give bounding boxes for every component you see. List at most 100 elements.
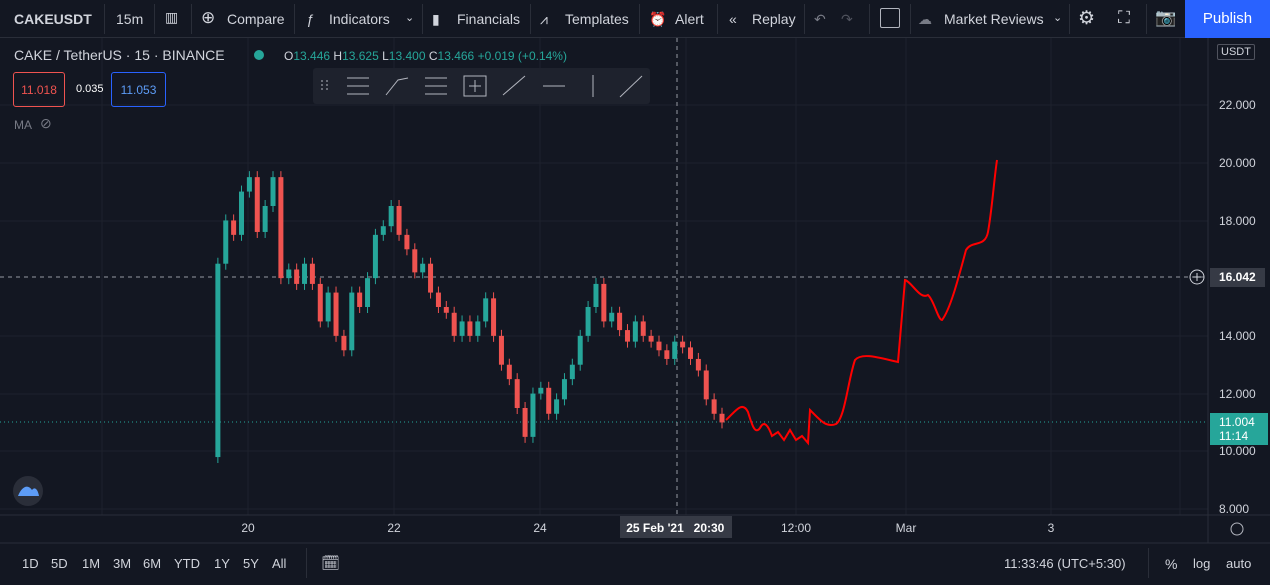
- cloud-icon: ☁: [918, 11, 932, 27]
- price-tick: 18.000: [1219, 214, 1256, 228]
- range[interactable]: YTD: [174, 556, 200, 571]
- candle-body: [380, 226, 386, 235]
- price-tick: 10.000: [1219, 444, 1256, 458]
- candle-body: [325, 292, 331, 322]
- layout-icon[interactable]: [880, 8, 900, 28]
- candle-body: [593, 283, 599, 307]
- last-price: 11.004: [1219, 415, 1255, 429]
- currency[interactable]: USDT: [1217, 44, 1255, 60]
- time-tick: 12:00: [780, 521, 812, 535]
- candle-body: [396, 206, 402, 235]
- range[interactable]: 5Y: [243, 556, 259, 571]
- undo[interactable]: ↶: [814, 11, 826, 27]
- candle-body: [215, 263, 221, 458]
- candle-body: [491, 298, 497, 336]
- compare[interactable]: Compare: [227, 11, 285, 27]
- candle-body: [278, 177, 284, 279]
- crosshair-date: 25 Feb '21: [626, 521, 684, 535]
- time-tick: 24: [533, 521, 547, 535]
- settings-icon[interactable]: [1230, 522, 1244, 536]
- ma-label: MA: [14, 118, 32, 132]
- candle-body: [664, 350, 670, 359]
- goto-date[interactable]: 🗓: [321, 555, 341, 572]
- financials[interactable]: Financials: [457, 11, 521, 27]
- market-reviews[interactable]: Market Reviews: [944, 11, 1044, 27]
- publish-button[interactable]: Publish: [1185, 0, 1270, 38]
- candle-body: [609, 312, 615, 322]
- last-price-bg: [1210, 413, 1268, 445]
- indicators[interactable]: Indicators: [329, 11, 390, 27]
- candle-body: [239, 191, 245, 235]
- candle-body: [317, 283, 323, 322]
- time-tick: 22: [387, 521, 401, 535]
- symbol[interactable]: CAKEUSDT: [14, 11, 92, 27]
- alert-icon: ⏰: [649, 11, 667, 27]
- redo[interactable]: ↷: [841, 11, 853, 27]
- replay[interactable]: Replay: [752, 11, 796, 27]
- candle-body: [624, 330, 630, 342]
- log-toggle[interactable]: log: [1193, 556, 1211, 571]
- candle-body: [561, 379, 567, 400]
- time-tick: 3: [1047, 521, 1055, 535]
- crosshair-time: 20:30: [693, 521, 725, 535]
- snapshot[interactable]: 📷: [1155, 8, 1177, 27]
- templates-icon: ⩘: [540, 11, 548, 27]
- add-alert-icon[interactable]: [1189, 269, 1205, 285]
- range[interactable]: 3M: [113, 556, 132, 571]
- interval[interactable]: 15m: [116, 11, 144, 27]
- chart-type-icon[interactable]: ▥: [165, 9, 179, 25]
- o-value: 13.446: [293, 49, 331, 63]
- candle-body: [349, 292, 355, 351]
- range[interactable]: All: [272, 556, 287, 571]
- indicators-icon: ƒ: [306, 11, 314, 27]
- candle-body: [530, 393, 536, 437]
- candle-body: [254, 177, 260, 232]
- separator: [306, 548, 307, 578]
- candle-body: [302, 263, 308, 284]
- drawing-tools[interactable]: [321, 75, 643, 98]
- time-tick: 20: [241, 521, 255, 535]
- candle-body: [538, 387, 544, 394]
- candle-body: [270, 177, 276, 206]
- settings[interactable]: ⚙: [1078, 8, 1096, 29]
- price-tick: 20.000: [1219, 156, 1256, 170]
- fullscreen[interactable]: ⛶: [1118, 8, 1130, 27]
- auto-toggle[interactable]: auto: [1226, 556, 1252, 571]
- range[interactable]: 1M: [82, 556, 101, 571]
- candle-body: [522, 408, 528, 437]
- plus: [1193, 273, 1201, 281]
- hide-icon[interactable]: ⊘: [40, 115, 52, 131]
- range[interactable]: 1Y: [214, 556, 230, 571]
- range[interactable]: 6M: [143, 556, 162, 571]
- candle-body: [459, 321, 465, 336]
- candle-body: [404, 234, 410, 250]
- candle-body: [467, 321, 473, 336]
- candle-body: [680, 341, 686, 348]
- candle-body: [443, 307, 449, 313]
- range[interactable]: 5D: [51, 556, 68, 571]
- range[interactable]: 1D: [22, 556, 39, 571]
- buy-button[interactable]: 11.053: [111, 72, 166, 107]
- candle-body: [498, 335, 504, 365]
- sell-button[interactable]: 11.018: [13, 72, 65, 107]
- candle-body: [695, 358, 701, 371]
- percent-toggle[interactable]: %: [1165, 556, 1178, 572]
- candle-body: [420, 263, 426, 273]
- legend: CAKE / TetherUS · 15 · BINANCE: [14, 47, 225, 63]
- candle-body: [451, 312, 457, 336]
- dot: ·: [153, 47, 159, 63]
- brush-drawing[interactable]: [725, 159, 998, 446]
- separator: [1148, 548, 1149, 578]
- legend-interval: 15: [134, 47, 150, 63]
- candle-body: [262, 206, 268, 232]
- price-tick: 12.000: [1219, 387, 1256, 401]
- status-dot: [254, 50, 264, 60]
- top-toolbar: CAKEUSDT 15m ▥ ⊕ Compare ƒ Indicators ⌄ …: [0, 0, 1270, 38]
- drawing-toolbar: [313, 68, 650, 104]
- templates[interactable]: Templates: [565, 11, 629, 27]
- price-tick: 22.000: [1219, 98, 1256, 112]
- candle-body: [483, 298, 489, 322]
- candle-body: [577, 335, 583, 365]
- alert[interactable]: Alert: [675, 11, 704, 27]
